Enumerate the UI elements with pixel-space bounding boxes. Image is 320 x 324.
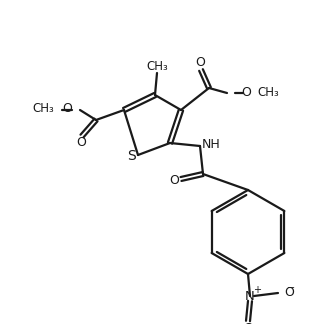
Text: −: −	[287, 283, 295, 293]
Text: O: O	[284, 286, 294, 299]
Text: CH₃: CH₃	[257, 87, 279, 99]
Text: N: N	[245, 290, 255, 303]
Text: O: O	[76, 136, 86, 149]
Text: S: S	[127, 149, 135, 163]
Text: CH₃: CH₃	[32, 102, 54, 115]
Text: O: O	[195, 56, 205, 70]
Text: NH: NH	[202, 138, 220, 152]
Text: CH₃: CH₃	[146, 60, 168, 73]
Text: O: O	[62, 102, 72, 115]
Text: O: O	[241, 87, 251, 99]
Text: O: O	[243, 321, 253, 324]
Text: O: O	[169, 173, 179, 187]
Text: +: +	[253, 285, 261, 295]
